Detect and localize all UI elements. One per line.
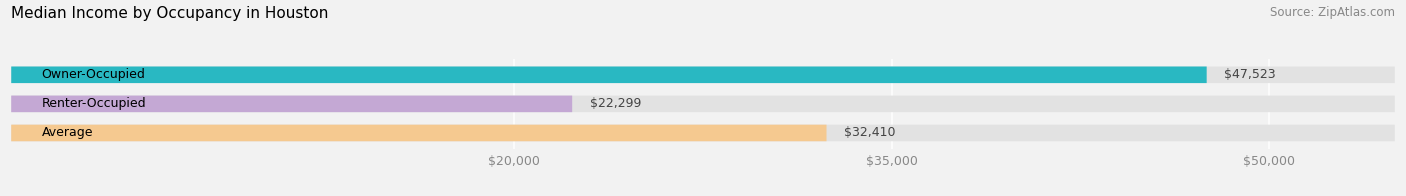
Text: $22,299: $22,299 — [589, 97, 641, 110]
FancyBboxPatch shape — [11, 96, 1395, 112]
Text: Source: ZipAtlas.com: Source: ZipAtlas.com — [1270, 6, 1395, 19]
FancyBboxPatch shape — [11, 125, 827, 141]
Text: $32,410: $32,410 — [844, 126, 896, 140]
FancyBboxPatch shape — [11, 66, 1395, 83]
FancyBboxPatch shape — [11, 125, 1395, 141]
Text: Median Income by Occupancy in Houston: Median Income by Occupancy in Houston — [11, 6, 329, 21]
Text: Owner-Occupied: Owner-Occupied — [41, 68, 145, 81]
Text: Renter-Occupied: Renter-Occupied — [41, 97, 146, 110]
FancyBboxPatch shape — [11, 66, 1206, 83]
Text: Average: Average — [41, 126, 93, 140]
Text: $47,523: $47,523 — [1225, 68, 1275, 81]
FancyBboxPatch shape — [11, 96, 572, 112]
